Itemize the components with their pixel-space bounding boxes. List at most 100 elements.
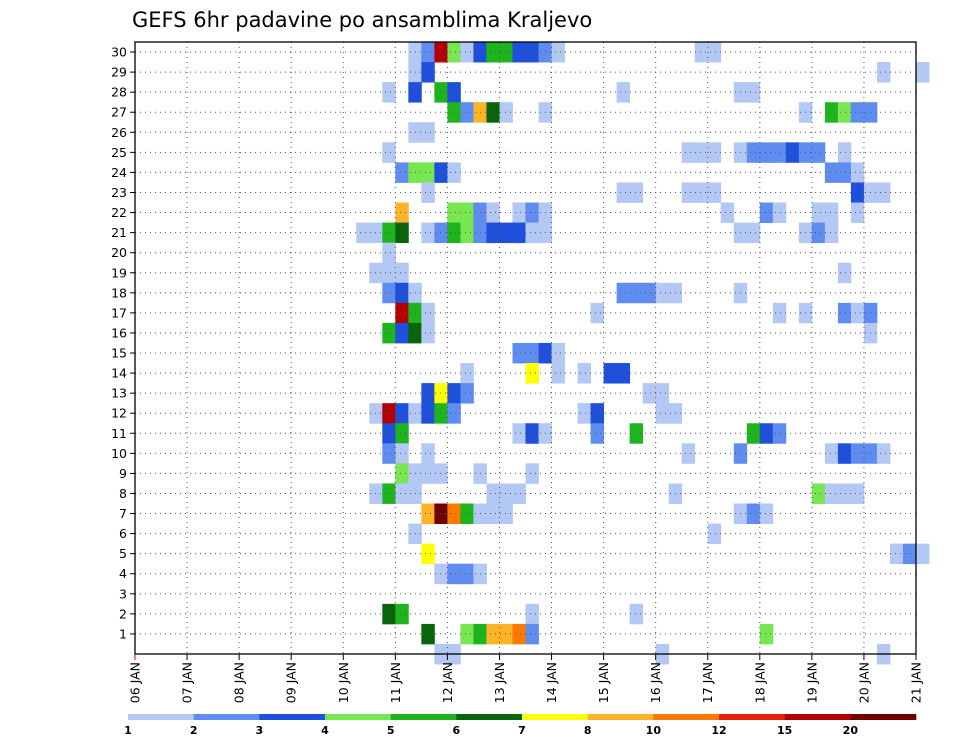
y-tick-label: 18 (111, 285, 127, 300)
heatmap-cell (421, 122, 435, 143)
heatmap-cell (551, 363, 565, 384)
y-tick-label: 11 (111, 426, 127, 441)
heatmap-cell (486, 202, 500, 223)
y-tick-label: 21 (111, 225, 127, 240)
colorbar-tick-label: 8 (584, 724, 592, 737)
heatmap-cell (876, 62, 891, 83)
heatmap-cell (655, 383, 670, 404)
heatmap-cell (512, 202, 526, 223)
heatmap-cell (916, 543, 930, 565)
heatmap-cell (447, 202, 461, 223)
heatmap-cell (421, 543, 435, 565)
heatmap-cell (434, 503, 448, 524)
heatmap-cell (369, 222, 383, 244)
heatmap-cell (850, 102, 865, 123)
heatmap-cell (707, 182, 722, 203)
y-tick-label: 7 (119, 506, 127, 521)
heatmap-cell (486, 102, 500, 123)
heatmap-cell (369, 403, 383, 424)
colorbar: 1 2 3 4 5 6 7 8 10 12 15 20 (124, 714, 917, 737)
y-tick-label: 8 (119, 486, 127, 501)
colorbar-swatch (259, 714, 326, 720)
heatmap-cell (421, 42, 435, 63)
y-tick-label: 17 (111, 305, 127, 320)
heatmap-cell (902, 543, 917, 565)
heatmap-cell (759, 623, 774, 645)
heatmap-cell (694, 42, 709, 63)
heatmap-cell (395, 202, 409, 223)
chart-title: GEFS 6hr padavine po ansamblima Kraljevo (132, 8, 592, 32)
heatmap-cell (850, 483, 865, 504)
heatmap-cell (642, 383, 657, 404)
y-tick-label: 19 (111, 265, 127, 280)
y-tick-label: 12 (111, 406, 127, 421)
x-tick-label: 15 JAN (596, 662, 611, 703)
colorbar-swatch (128, 714, 194, 720)
heatmap-cell (629, 423, 644, 444)
x-tick-label: 08 JAN (232, 662, 247, 703)
heatmap-cell (512, 623, 526, 645)
heatmap-cell (395, 302, 409, 324)
grid-lines (135, 42, 916, 654)
heatmap-cell (759, 423, 774, 444)
heatmap-cell (421, 623, 435, 645)
heatmap-cell (421, 62, 435, 83)
heatmap-cell (837, 142, 852, 163)
y-tick-label: 9 (119, 466, 127, 481)
y-tick-label: 20 (111, 245, 127, 260)
y-tick-label: 22 (111, 205, 127, 220)
colorbar-tick-label: 5 (387, 724, 395, 737)
heatmap-cell (746, 222, 761, 244)
heatmap-cell (525, 222, 539, 244)
heatmap-cell (512, 222, 526, 244)
heatmap-cell (525, 363, 539, 384)
heatmap-cell (369, 262, 383, 284)
heatmap-cell (421, 443, 435, 464)
heatmap-cell (837, 162, 852, 183)
heatmap-cell (421, 302, 435, 324)
x-tick-label: 20 JAN (856, 662, 871, 703)
y-tick-label: 30 (111, 45, 127, 60)
heatmap-cell (837, 483, 852, 504)
heatmap-cell (525, 603, 539, 625)
heatmap-cell (356, 222, 370, 244)
x-tick-label: 21 JAN (909, 662, 924, 703)
heatmap-cell (616, 363, 631, 384)
heatmap-cell (681, 142, 696, 163)
heatmap-cell (486, 483, 500, 504)
heatmap-cell (642, 282, 657, 304)
colorbar-tick-label: 3 (256, 724, 264, 737)
colorbar-swatch (850, 714, 917, 720)
heatmap-cell (746, 142, 761, 163)
heatmap-cell (512, 483, 526, 504)
colorbar-swatch (193, 714, 260, 720)
heatmap-cell (512, 423, 526, 444)
heatmap-cell (746, 82, 761, 103)
heatmap-cell (434, 563, 448, 585)
x-tick-label: 13 JAN (492, 662, 507, 703)
heatmap-cell (382, 222, 396, 244)
colorbar-tick-label: 7 (518, 724, 526, 737)
heatmap-cell (499, 102, 513, 123)
heatmap-cell (460, 102, 474, 123)
colorbar-tick-label: 4 (321, 724, 329, 737)
heatmap-cell (421, 403, 435, 424)
y-tick-label: 24 (111, 165, 127, 180)
heatmap-cell (447, 563, 461, 585)
heatmap-cell (447, 403, 461, 424)
colorbar-tick-label: 10 (646, 724, 662, 737)
heatmap-cell (707, 42, 722, 63)
heatmap-cell (811, 222, 826, 244)
heatmap-cell (382, 423, 396, 444)
colorbar-tick-label: 6 (453, 724, 461, 737)
heatmap-cell (759, 202, 774, 223)
heatmap-cell (512, 42, 526, 63)
heatmap-cell (460, 563, 474, 585)
heatmap-cell (876, 182, 891, 203)
y-tick-label: 10 (111, 446, 127, 461)
x-tick-label: 19 JAN (804, 662, 819, 703)
y-tick-label: 3 (119, 586, 127, 601)
heatmap-cell (499, 42, 513, 63)
heatmap-cell (447, 503, 461, 524)
